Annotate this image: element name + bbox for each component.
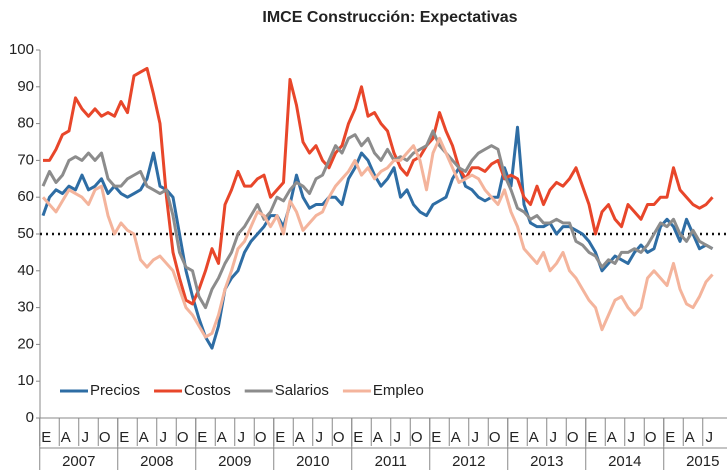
x-tick-label: J xyxy=(472,429,480,446)
x-tick-label: O xyxy=(255,429,267,446)
y-tick-label: 10 xyxy=(17,372,34,389)
y-tick-label: 60 xyxy=(17,188,34,205)
x-tick-label: E xyxy=(431,429,441,446)
series-line xyxy=(43,66,714,306)
year-label: 2014 xyxy=(608,453,641,470)
y-tick-label: 70 xyxy=(17,151,34,168)
x-tick-label: J xyxy=(628,429,636,446)
series-line xyxy=(41,129,714,310)
y-tick-label: 40 xyxy=(17,262,34,279)
x-tick-label: E xyxy=(665,429,675,446)
series-line xyxy=(41,125,714,350)
x-tick-label: A xyxy=(685,429,695,446)
x-tick-label: E xyxy=(509,429,519,446)
plot xyxy=(40,66,727,350)
legend-label: Salarios xyxy=(275,382,329,399)
x-tick-label: A xyxy=(451,429,461,446)
series-line xyxy=(41,136,714,339)
y-tick-label: 30 xyxy=(17,299,34,316)
x-tick-label: O xyxy=(177,429,189,446)
y-tick-label: 20 xyxy=(17,335,34,352)
x-tick-label: J xyxy=(238,429,246,446)
year-label: 2009 xyxy=(218,453,251,470)
x-tick-label: A xyxy=(61,429,71,446)
year-label: 2008 xyxy=(140,453,173,470)
x-tick-label: J xyxy=(394,429,402,446)
x-tick-label: A xyxy=(529,429,539,446)
x-tick-label: J xyxy=(316,429,324,446)
year-label: 2010 xyxy=(296,453,329,470)
x-tick-label: E xyxy=(197,429,207,446)
x-tick-label: E xyxy=(41,429,51,446)
legend-label: Costos xyxy=(184,382,231,399)
x-tick-label: J xyxy=(550,429,558,446)
year-label: 2007 xyxy=(62,453,95,470)
x-tick-label: O xyxy=(99,429,111,446)
x-tick-label: J xyxy=(706,429,714,446)
x-tick-label: E xyxy=(353,429,363,446)
y-tick-label: 50 xyxy=(17,225,34,242)
legend-label: Precios xyxy=(90,382,140,399)
x-tick-label: E xyxy=(587,429,597,446)
x-tick-label: O xyxy=(567,429,579,446)
x-tick-label: A xyxy=(295,429,305,446)
y-tick-label: 0 xyxy=(26,409,34,426)
year-label: 2012 xyxy=(452,453,485,470)
x-tick-label: O xyxy=(489,429,501,446)
x-tick-label: O xyxy=(333,429,345,446)
x-tick-label: O xyxy=(411,429,423,446)
y-tick-label: 90 xyxy=(17,78,34,95)
y-tick-label: 100 xyxy=(9,41,34,58)
x-tick-label: A xyxy=(139,429,149,446)
x-tick-label: E xyxy=(275,429,285,446)
year-label: 2015 xyxy=(686,453,719,470)
x-tick-label: E xyxy=(119,429,129,446)
x-tick-label: A xyxy=(217,429,227,446)
year-label: 2013 xyxy=(530,453,563,470)
year-label: 2011 xyxy=(375,453,407,470)
chart-title: IMCE Construcción: Expectativas xyxy=(262,9,517,26)
x-tick-label: A xyxy=(373,429,383,446)
x-tick-label: J xyxy=(160,429,168,446)
x-tick-label: O xyxy=(645,429,657,446)
legend-label: Empleo xyxy=(373,382,424,399)
y-tick-label: 80 xyxy=(17,115,34,132)
x-tick-label: J xyxy=(82,429,90,446)
x-tick-label: A xyxy=(607,429,617,446)
